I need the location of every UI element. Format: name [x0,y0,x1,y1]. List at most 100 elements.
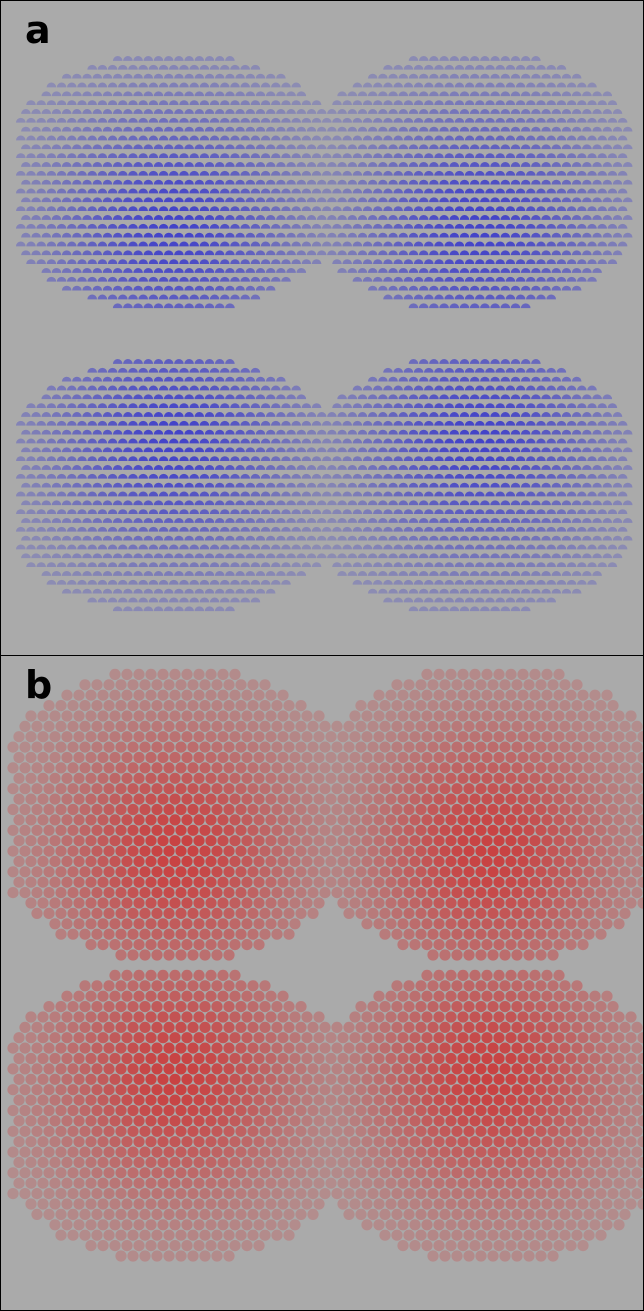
lattice-dot [515,403,526,408]
lattice-dot [517,918,529,930]
lattice-dot [189,509,199,514]
lattice-dot [383,491,393,497]
lattice-dot [307,803,319,816]
lattice-dot [505,731,517,743]
lattice-dot [265,1032,277,1044]
lattice-dot [379,887,391,899]
lattice-dot [418,588,429,594]
lattice-dot [296,197,307,203]
lattice-dot [485,544,495,550]
lattice-dot [378,535,388,541]
lattice-dot [469,144,480,150]
lattice-dot [511,949,523,961]
lattice-dot [229,668,241,680]
lattice-dot [464,562,475,567]
lattice-dot [291,153,301,158]
lattice-dot [391,679,403,691]
lattice-dot [612,109,623,114]
lattice-dot [551,518,562,523]
lattice-dot [510,179,521,185]
lattice-dot [480,268,490,273]
lattice-dot [451,928,463,940]
lattice-dot [291,100,301,105]
lattice-dot [51,500,62,506]
lattice-dot [193,710,205,722]
lattice-dot [181,855,193,867]
lattice-dot [265,553,276,559]
lattice-dot [510,500,521,506]
lattice-dot [145,689,157,701]
lattice-dot [510,197,521,203]
lattice-dot [301,814,313,826]
lattice-dot [337,465,347,470]
lattice-dot [559,741,571,753]
lattice-dot [235,232,245,238]
lattice-dot [535,928,547,940]
lattice-dot [133,535,143,541]
lattice-dot [255,144,266,150]
lattice-dot [571,907,583,919]
lattice-dot [133,751,145,764]
lattice-dot [355,720,367,732]
lattice-dot [220,509,230,514]
lattice-dot [217,1032,229,1044]
lattice-dot [55,803,67,816]
lattice-dot [148,64,159,70]
lattice-dot [128,294,138,300]
lattice-dot [403,403,414,408]
lattice-dot [313,1052,325,1065]
lattice-dot [469,553,480,559]
lattice-dot [499,824,511,836]
lattice-dot [612,215,623,220]
lattice-dot [72,268,82,273]
lattice-dot [37,1094,49,1106]
lattice-dot [625,835,637,847]
lattice-dot [469,571,480,576]
lattice-dot [325,1073,337,1085]
lattice-dot [19,1021,31,1033]
lattice-dot [31,1084,43,1096]
lattice-dot [378,250,388,256]
lattice-dot [637,731,643,743]
lattice-dot [566,438,577,444]
lattice-dot [291,473,301,479]
lattice-dot [73,689,85,701]
lattice-dot [408,232,419,238]
lattice-dot [495,206,505,211]
lattice-dot [25,876,37,888]
lattice-dot [223,845,235,857]
lattice-dot [241,897,253,909]
lattice-dot [352,385,363,391]
lattice-dot [118,135,128,141]
lattice-dot [505,544,516,550]
lattice-dot [179,579,189,585]
lattice-dot [184,268,194,273]
lattice-dot [475,1084,487,1096]
lattice-dot [26,456,36,461]
lattice-dot [67,241,77,247]
lattice-dot [571,179,582,185]
lattice-dot [551,482,562,488]
lattice-dot [235,741,247,753]
lattice-dot [378,447,388,453]
lattice-dot [296,162,307,167]
lattice-dot [13,751,25,764]
lattice-dot [31,783,43,795]
lattice-dot [391,741,403,753]
lattice-dot [184,73,194,79]
lattice-dot [283,783,295,795]
lattice-dot [179,135,189,141]
lattice-dot [561,394,572,400]
lattice-dot [631,720,643,732]
lattice-dot [316,500,327,506]
lattice-dot [123,571,133,576]
lattice-dot [499,803,511,816]
lattice-dot [520,412,531,417]
lattice-dot [415,980,427,992]
lattice-dot [181,1073,193,1085]
lattice-dot [439,1063,451,1075]
lattice-dot [72,144,82,150]
lattice-dot [487,928,499,940]
lattice-dot [97,814,109,826]
lattice-dot [61,588,72,594]
